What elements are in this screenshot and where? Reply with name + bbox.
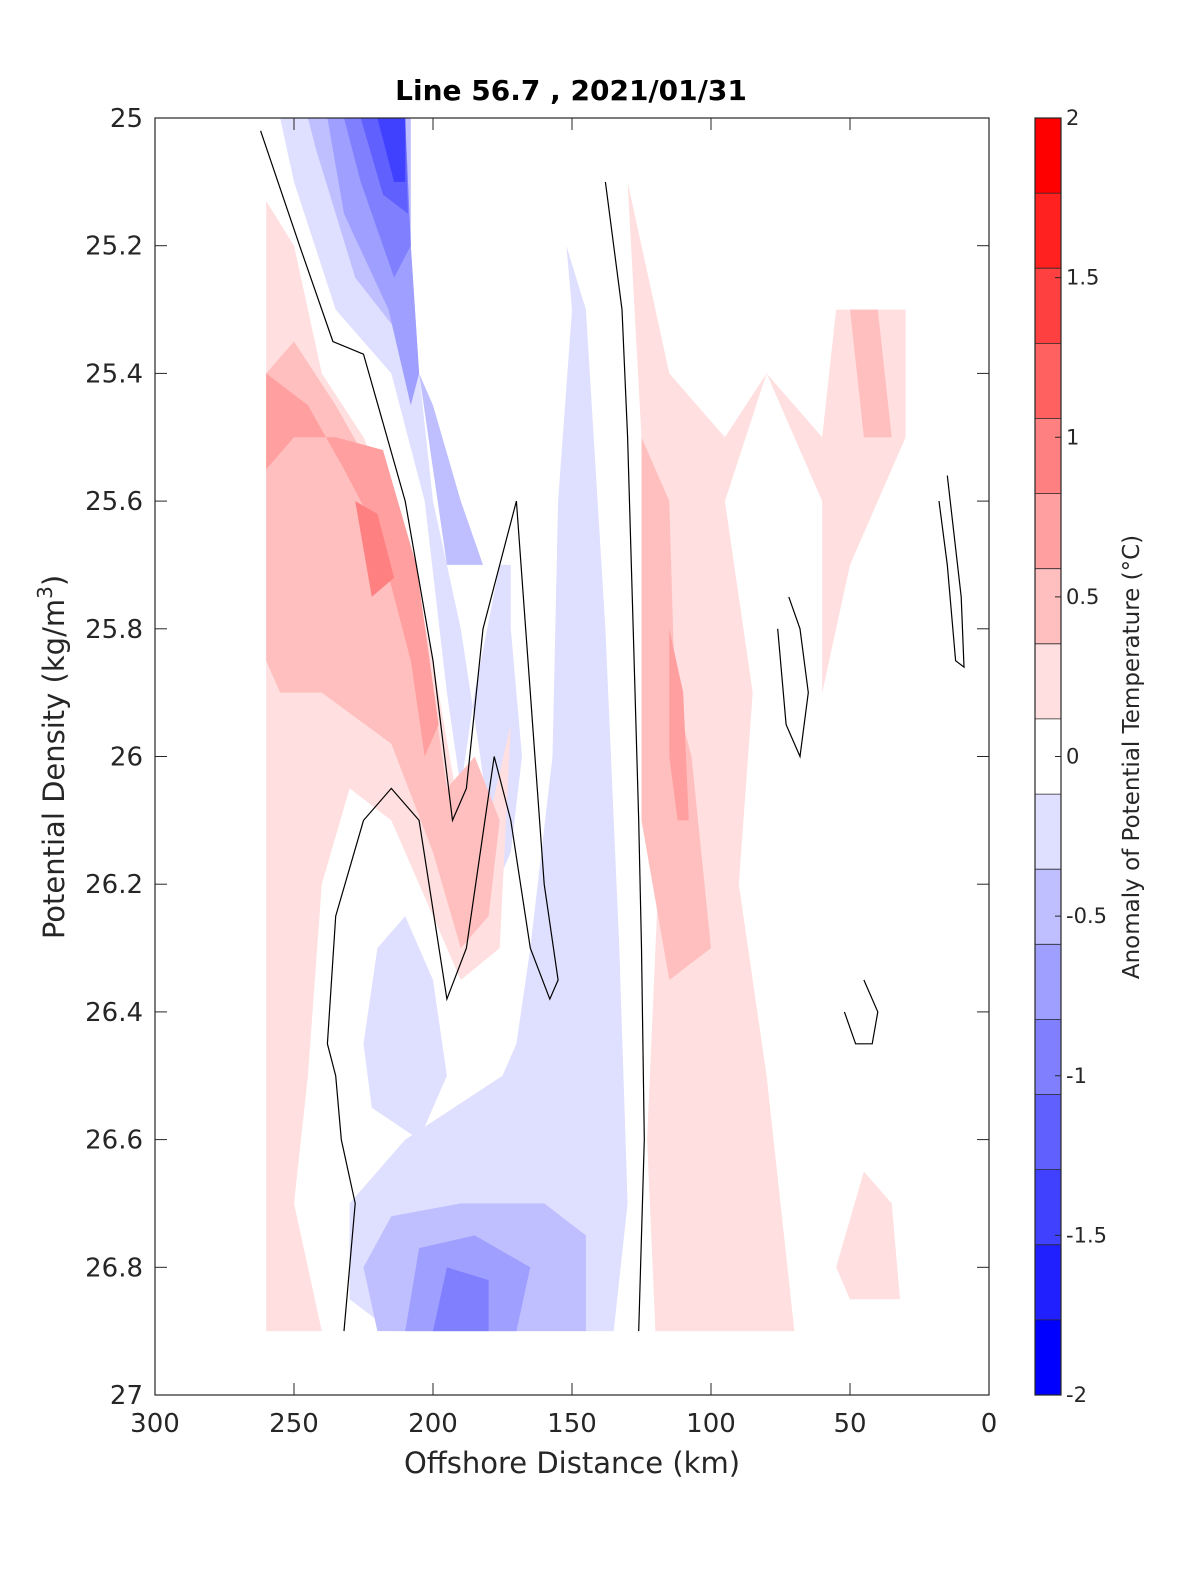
contour-region-15 <box>627 181 906 1332</box>
contour-region-0 <box>280 118 522 885</box>
y-axis-label-superscript: 3 <box>33 586 57 599</box>
colorbar: -2 -1.5 -1 -0.5 0 0.5 1 1.5 2 Anomaly of Potenti… <box>1034 106 1145 1407</box>
zero-contour-line-3 <box>777 596 809 759</box>
colorbar-band-7 <box>1035 794 1061 870</box>
zero-contour-line-1 <box>604 181 645 1332</box>
colorbar-ticks: -2 -1.5 -1 -0.5 0 0.5 1 1.5 2 <box>1055 106 1107 1407</box>
chart-title-text: Line 56.7 , 2021/01/31 <box>395 74 747 107</box>
colorbar-tick-label-5: 0.5 <box>1066 585 1099 609</box>
x-tick-label-2: 200 <box>408 1409 458 1439</box>
y-tick-label-9: 26.8 <box>85 1253 143 1283</box>
x-axis-label: Offshore Distance (km) <box>404 1446 740 1480</box>
zero-contour-line-0 <box>260 130 559 1332</box>
y-tick-label-5: 26 <box>110 743 143 773</box>
colorbar-tick-label-0: -2 <box>1066 1383 1087 1407</box>
colorbar-tick-label-4: 0 <box>1066 745 1079 769</box>
contour-region-5 <box>377 118 406 182</box>
colorbar-tick-label-7: 1.5 <box>1066 266 1099 290</box>
y-axis-label-text: Potential Density (kg/m3) <box>33 575 71 939</box>
contour-region-17 <box>669 628 689 821</box>
colorbar-label-text: Anomaly of Potential Temperature (°C) <box>1119 535 1145 979</box>
y-tick-label-0: 25 <box>110 104 143 134</box>
colorbar-band-12 <box>1035 418 1061 494</box>
y-tick-label-7: 26.4 <box>85 998 143 1028</box>
contour-region-18 <box>850 309 892 438</box>
contour-region-10 <box>433 1267 489 1332</box>
y-tick-label-6: 26.2 <box>85 870 143 900</box>
colorbar-band-2 <box>1035 1169 1061 1245</box>
colorbar-band-10 <box>1035 568 1061 644</box>
y-tick-label-1: 25.2 <box>85 232 143 262</box>
colorbar-tick-label-6: 1 <box>1066 425 1079 449</box>
colorbar-band-14 <box>1035 268 1061 344</box>
colorbar-tick-label-3: -0.5 <box>1066 904 1107 928</box>
colorbar-band-13 <box>1035 343 1061 419</box>
zero-contour-line-4 <box>843 979 879 1045</box>
colorbar-band-9 <box>1035 643 1061 719</box>
x-tick-label-3: 150 <box>547 1409 597 1439</box>
zero-contour-line-2 <box>938 475 965 669</box>
colorbar-tick-label-8: 2 <box>1066 106 1079 130</box>
x-axis-label-text: Offshore Distance (km) <box>404 1446 740 1480</box>
colorbar-band-4 <box>1035 1019 1061 1095</box>
plot-area: 300 250 200 150 100 50 0 2525.225.425.625.8262… <box>85 104 997 1439</box>
contour-fill-regions <box>266 118 906 1332</box>
y-axis-label-suffix: ) <box>37 575 71 586</box>
colorbar-band-6 <box>1035 869 1061 945</box>
y-axis-label-prefix: Potential Density (kg/m <box>37 599 71 939</box>
y-tick-label-2: 25.4 <box>85 359 143 389</box>
x-tick-label-5: 50 <box>833 1409 866 1439</box>
contour-region-7 <box>363 916 447 1140</box>
colorbar-band-1 <box>1035 1244 1061 1320</box>
colorbar-band-11 <box>1035 493 1061 569</box>
chart-title: Line 56.7 , 2021/01/31 <box>395 74 747 107</box>
colorbar-band-16 <box>1035 118 1061 194</box>
colorbar-band-15 <box>1035 193 1061 269</box>
y-tick-label-8: 26.6 <box>85 1126 143 1156</box>
colorbar-band-0 <box>1035 1319 1061 1395</box>
x-tick-label-1: 250 <box>269 1409 319 1439</box>
colorbar-label: Anomaly of Potential Temperature (°C) <box>1119 535 1145 979</box>
contour-region-14 <box>355 501 395 597</box>
y-tick-label-3: 25.6 <box>85 487 143 517</box>
contour-region-13 <box>266 373 439 757</box>
x-tick-label-4: 100 <box>686 1409 736 1439</box>
x-tick-label-6: 0 <box>981 1409 998 1439</box>
colorbar-band-5 <box>1035 944 1061 1020</box>
contour-region-6 <box>349 245 628 1332</box>
y-axis-label: Potential Density (kg/m3) <box>33 575 71 939</box>
x-axis-ticks: 300 250 200 150 100 50 0 <box>130 118 997 1439</box>
colorbar-band-3 <box>1035 1094 1061 1170</box>
x-tick-label-0: 300 <box>130 1409 180 1439</box>
contour-region-12 <box>266 341 500 949</box>
y-axis-ticks: 25 25.2 25.4 25.6 25.8 26 26.2 26.4 26.6 26.8 27 <box>85 104 989 1411</box>
colorbar-tick-label-1: -1.5 <box>1066 1223 1107 1247</box>
zero-contour-lines <box>260 130 965 1332</box>
colorbar-tick-label-2: -1 <box>1066 1064 1087 1088</box>
y-tick-label-10: 27 <box>110 1381 143 1411</box>
contour-region-19 <box>836 1171 900 1300</box>
y-tick-label-4: 25.8 <box>85 615 143 645</box>
